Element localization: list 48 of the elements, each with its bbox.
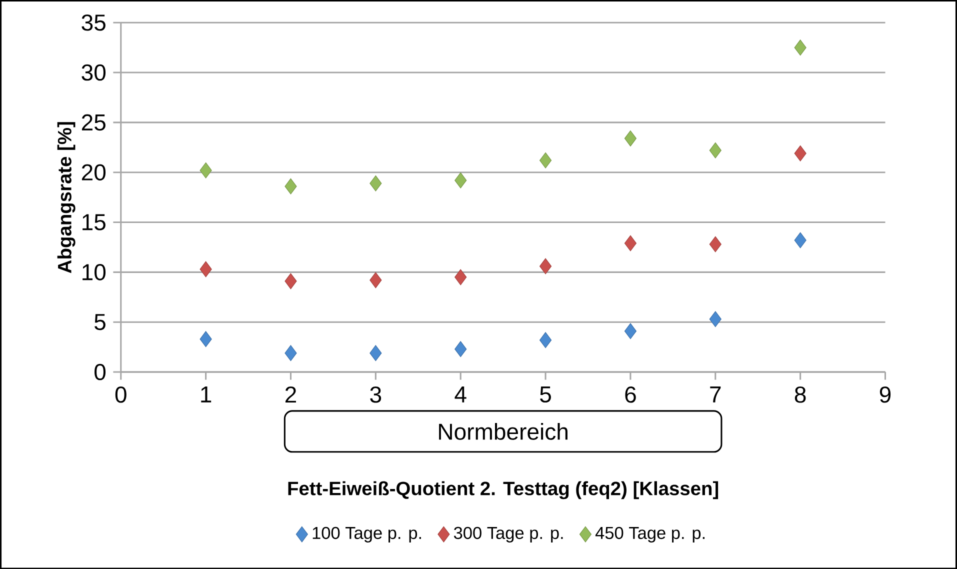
point <box>709 310 722 327</box>
point <box>200 261 212 277</box>
x-tick-label: 0 <box>115 386 126 403</box>
y-tick-label: 35 <box>82 14 106 31</box>
y-tick-label: 25 <box>82 114 106 130</box>
text: Normbereich <box>439 422 568 440</box>
x-tick-label: 9 <box>880 386 891 403</box>
x-tick-label: 2 <box>285 386 296 402</box>
point <box>624 130 637 146</box>
point <box>454 172 467 188</box>
x-axis-title: Fett-Eiweiß-Quotient 2. Testtag (feq2) [Klassen] <box>288 481 718 499</box>
y-tick-label: 10 <box>82 264 106 280</box>
x-tick-label: 1 <box>201 386 212 402</box>
point <box>370 175 382 192</box>
point <box>454 269 467 285</box>
point <box>624 322 637 339</box>
x-tick-label: 7 <box>710 386 721 402</box>
y-tick-label: 20 <box>82 164 106 180</box>
point <box>709 236 722 252</box>
legend-label: 300 Tage p. p. <box>454 526 563 542</box>
point <box>284 344 297 361</box>
legend-label: 450 Tage p. p. <box>595 526 705 542</box>
point <box>709 142 722 158</box>
x-tick-label: 3 <box>370 386 382 403</box>
point <box>539 332 552 348</box>
point <box>624 235 637 252</box>
point <box>200 162 212 178</box>
y-tick-label: 5 <box>94 314 106 330</box>
point <box>794 39 806 56</box>
point <box>200 330 212 347</box>
point <box>454 340 467 357</box>
point <box>539 152 552 168</box>
point <box>370 272 382 288</box>
point <box>370 344 382 361</box>
point <box>539 258 552 274</box>
x-tick-label: 5 <box>540 386 551 402</box>
x-tick-label: 8 <box>794 386 806 403</box>
point <box>284 178 297 194</box>
y-tick-label: 0 <box>94 364 106 380</box>
y-tick-label: 15 <box>82 214 106 230</box>
point <box>794 145 806 162</box>
point <box>284 273 297 289</box>
y-axis-title: Abgangsrate [%] <box>57 122 76 273</box>
point <box>794 232 806 248</box>
x-tick-label: 4 <box>454 386 466 402</box>
x-tick-label: 6 <box>625 386 636 403</box>
y-tick-label: 30 <box>82 64 106 80</box>
legend-label: 100 Tage p. p. <box>312 526 421 542</box>
